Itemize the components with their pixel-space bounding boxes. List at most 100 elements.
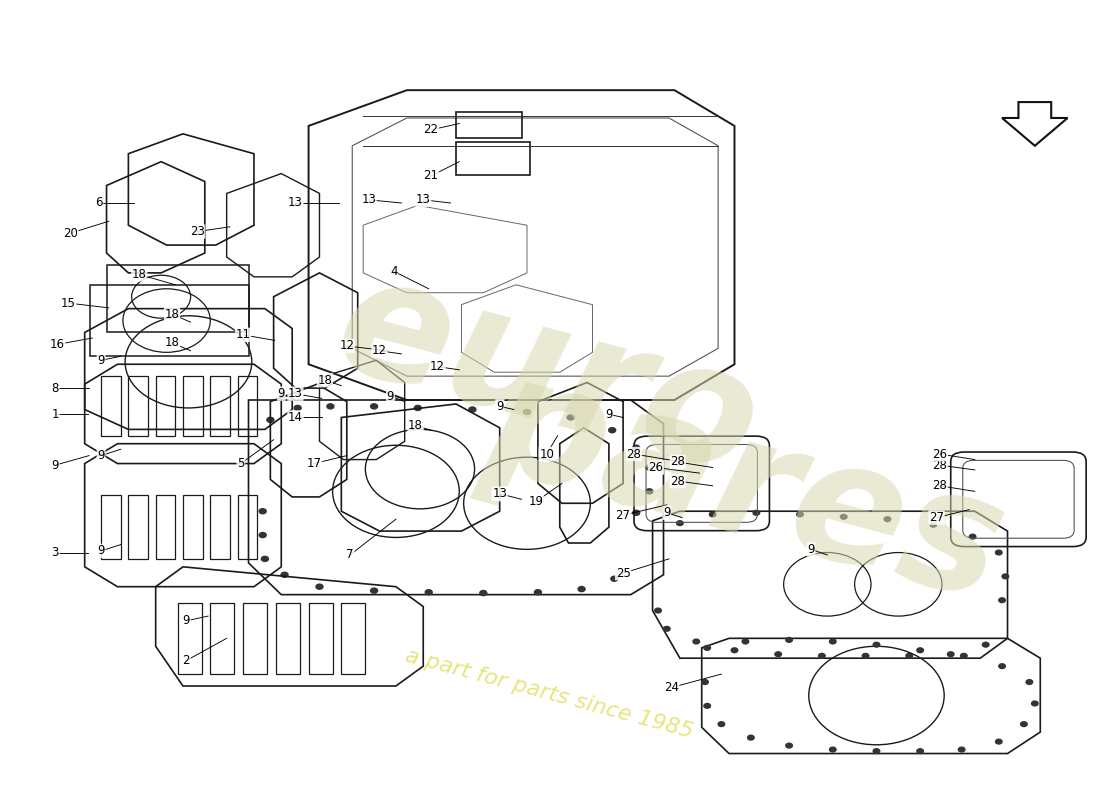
Text: 10: 10 xyxy=(539,447,554,461)
Circle shape xyxy=(524,410,530,414)
Text: 27: 27 xyxy=(930,511,944,524)
Circle shape xyxy=(862,654,869,658)
Circle shape xyxy=(996,550,1002,555)
Circle shape xyxy=(818,654,825,658)
Circle shape xyxy=(982,642,989,647)
Bar xyxy=(210,376,230,436)
Text: 9: 9 xyxy=(663,506,671,519)
Text: 26: 26 xyxy=(933,447,947,461)
Circle shape xyxy=(260,509,266,514)
Circle shape xyxy=(294,406,301,410)
Circle shape xyxy=(710,512,716,517)
Text: 7: 7 xyxy=(346,549,354,562)
Circle shape xyxy=(632,510,640,515)
Text: 22: 22 xyxy=(424,123,439,136)
Circle shape xyxy=(1021,722,1027,726)
Bar xyxy=(210,495,230,559)
Bar xyxy=(210,602,234,674)
Circle shape xyxy=(262,556,268,562)
Bar xyxy=(456,142,530,175)
Text: 13: 13 xyxy=(493,487,507,500)
Text: 25: 25 xyxy=(616,566,630,580)
Circle shape xyxy=(840,514,847,519)
Text: 28: 28 xyxy=(933,479,947,492)
Text: 9: 9 xyxy=(277,387,285,400)
Text: 5: 5 xyxy=(238,457,244,470)
Text: 17: 17 xyxy=(307,457,321,470)
Text: a part for parts since 1985: a part for parts since 1985 xyxy=(403,646,695,742)
Circle shape xyxy=(1032,701,1038,706)
Circle shape xyxy=(999,664,1005,669)
Bar xyxy=(90,285,249,356)
Bar xyxy=(341,602,365,674)
Text: 28: 28 xyxy=(933,458,947,472)
Circle shape xyxy=(748,735,755,740)
Text: 24: 24 xyxy=(663,681,679,694)
Circle shape xyxy=(704,703,711,708)
Circle shape xyxy=(774,652,781,657)
Bar xyxy=(107,265,249,333)
Text: 28: 28 xyxy=(627,447,641,461)
Text: pares: pares xyxy=(471,341,1021,634)
Bar xyxy=(177,602,201,674)
Text: 15: 15 xyxy=(60,297,76,310)
Circle shape xyxy=(754,510,760,515)
Text: 9: 9 xyxy=(496,400,504,413)
Bar xyxy=(183,376,202,436)
Circle shape xyxy=(327,404,334,409)
Circle shape xyxy=(260,533,266,538)
Text: 12: 12 xyxy=(372,344,387,358)
Circle shape xyxy=(480,590,487,595)
Text: 21: 21 xyxy=(424,170,439,182)
Circle shape xyxy=(646,489,652,494)
Text: 6: 6 xyxy=(95,197,102,210)
Circle shape xyxy=(415,406,421,410)
Circle shape xyxy=(718,722,725,726)
Text: 9: 9 xyxy=(183,614,190,627)
Circle shape xyxy=(267,418,274,422)
Bar xyxy=(276,602,300,674)
Circle shape xyxy=(702,680,708,685)
Bar xyxy=(183,495,202,559)
Circle shape xyxy=(704,646,711,650)
Text: 11: 11 xyxy=(235,328,251,342)
Text: 12: 12 xyxy=(430,360,444,373)
Text: 9: 9 xyxy=(387,390,394,402)
Circle shape xyxy=(873,642,880,647)
Circle shape xyxy=(917,648,923,653)
Text: 28: 28 xyxy=(670,474,685,487)
Circle shape xyxy=(906,654,913,658)
Text: 13: 13 xyxy=(361,194,376,206)
Text: 26: 26 xyxy=(648,461,663,474)
Circle shape xyxy=(930,522,936,527)
Text: 19: 19 xyxy=(528,495,543,508)
Text: 13: 13 xyxy=(288,387,302,400)
Text: 9: 9 xyxy=(97,354,104,366)
Circle shape xyxy=(663,626,670,631)
Circle shape xyxy=(969,534,976,539)
Text: 18: 18 xyxy=(165,308,179,321)
Text: 2: 2 xyxy=(183,654,190,667)
Text: 9: 9 xyxy=(97,449,104,462)
Text: 28: 28 xyxy=(670,455,685,469)
Circle shape xyxy=(829,639,836,644)
Bar xyxy=(156,376,175,436)
Circle shape xyxy=(829,747,836,752)
Circle shape xyxy=(693,639,700,644)
Text: 27: 27 xyxy=(616,509,630,522)
Circle shape xyxy=(960,654,967,658)
Bar xyxy=(129,495,149,559)
Text: 1: 1 xyxy=(52,408,59,421)
Text: 3: 3 xyxy=(52,546,59,559)
Circle shape xyxy=(873,749,880,754)
Bar xyxy=(456,113,521,138)
Circle shape xyxy=(785,743,792,748)
Text: 13: 13 xyxy=(288,197,302,210)
Text: 9: 9 xyxy=(807,543,815,556)
Circle shape xyxy=(371,404,377,409)
Circle shape xyxy=(917,749,923,754)
Circle shape xyxy=(610,576,618,582)
Text: euro: euro xyxy=(321,242,777,510)
Circle shape xyxy=(568,415,574,420)
Text: 9: 9 xyxy=(97,545,104,558)
